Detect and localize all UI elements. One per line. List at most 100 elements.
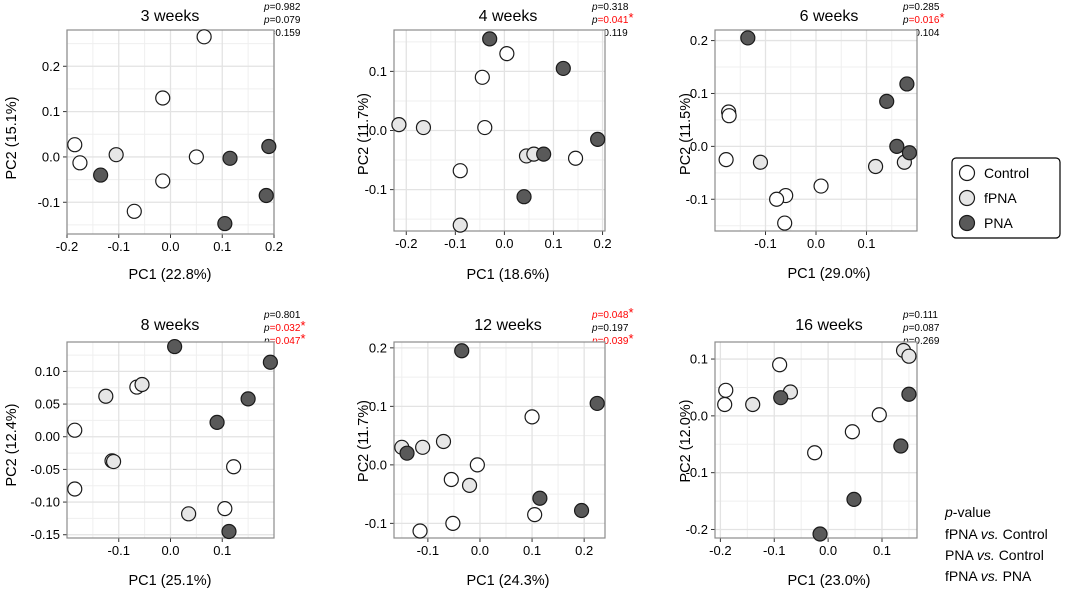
x-tick-label: 0.0	[161, 239, 179, 254]
x-axis-label: PC1 (29.0%)	[787, 266, 870, 282]
pvalue-block: p=0.048* p=0.197 p=0.039*	[591, 305, 634, 347]
panel-title: 3 weeks	[141, 8, 200, 25]
data-point-fpna	[181, 506, 197, 522]
pvalue-legend-line-2: PNA vs. Control	[945, 547, 1044, 563]
y-tick-label: 0.0	[690, 408, 708, 423]
data-point-control	[155, 90, 171, 106]
legend-marker-fpna	[958, 189, 976, 207]
data-point-control	[188, 149, 204, 165]
x-axis-label: PC1 (22.8%)	[128, 267, 211, 283]
pvalue-1: p=0.285	[902, 2, 940, 13]
data-point-control	[807, 445, 823, 461]
legend-item-fpna: fPNA	[958, 189, 1017, 207]
pvalue-2: p=0.041*	[591, 10, 634, 26]
data-point-control	[67, 422, 83, 438]
legend-label-fpna: fPNA	[984, 190, 1017, 206]
data-point-pna	[893, 438, 909, 454]
y-tick-label: -0.1	[38, 195, 60, 210]
pvalue-legend-title: p-value	[944, 504, 991, 520]
y-tick-label: -0.1	[686, 192, 708, 207]
plot-area: -0.2 -0.1 0.0 0.1 0.2 -0.1 0.0 0.1	[365, 29, 612, 251]
data-point-control	[196, 29, 212, 45]
y-tick-label: 0.0	[369, 457, 387, 472]
data-point-pna	[93, 167, 109, 183]
panel-8-weeks: 8 weeks p=0.801 p=0.032* p=0.047* -0.1 0.…	[4, 310, 306, 589]
x-tick-label: 0.1	[213, 239, 231, 254]
legend-label-control: Control	[984, 165, 1029, 181]
plot-area: -0.1 0.0 0.1 -0.15 -0.10 -0.05 0.00 0.05 0.10	[30, 338, 278, 558]
x-tick-label: 0.1	[523, 543, 541, 558]
data-point-control	[452, 163, 468, 179]
x-tick-label: 0.2	[265, 239, 283, 254]
pvalue-1: p=0.318	[591, 2, 629, 13]
pvalue-2: p=0.032*	[263, 318, 306, 334]
data-point-control	[524, 409, 540, 425]
data-point-fpna	[105, 453, 122, 470]
y-tick-label: -0.1	[365, 516, 387, 531]
y-axis-label: PC2 (12.0%)	[678, 399, 694, 482]
data-point-pna	[221, 523, 237, 540]
data-point-control	[718, 382, 734, 398]
y-axis-label: PC2 (12.4%)	[4, 403, 20, 486]
y-tick-label: -0.1	[365, 182, 387, 197]
panel-title: 8 weeks	[141, 317, 200, 334]
data-point-control	[844, 424, 860, 440]
data-point-control	[871, 407, 887, 423]
y-tick-label: 0.1	[369, 64, 387, 79]
data-point-pna	[846, 491, 862, 507]
pvalue-legend-line-1: fPNA vs. Control	[945, 526, 1048, 542]
pvalue-2: p=0.079	[263, 15, 301, 26]
x-tick-label: -0.2	[709, 543, 731, 558]
x-tick-label: 0.0	[161, 543, 179, 558]
data-point-pna	[773, 390, 789, 406]
legend-item-control: Control	[958, 164, 1029, 182]
data-point-pna	[399, 445, 415, 461]
pvalue-1: p=0.801	[263, 310, 301, 321]
x-tick-label: -0.1	[763, 543, 785, 558]
data-point-control	[769, 191, 785, 207]
data-point-pna	[482, 31, 498, 47]
panel-title: 12 weeks	[474, 317, 542, 334]
pvalue-legend: p-value fPNA vs. Control PNA vs. Control…	[944, 504, 1048, 584]
data-point-pna	[812, 526, 828, 542]
x-tick-label: 0.0	[495, 236, 513, 251]
data-point-fpna	[435, 433, 452, 450]
data-point-control	[474, 69, 490, 85]
x-tick-label: -0.1	[417, 543, 439, 558]
data-point-control	[477, 119, 493, 136]
panel-12-weeks: 12 weeks p=0.048* p=0.197 p=0.039* -0.1 0…	[356, 305, 634, 589]
plot-area: -0.2 -0.1 0.0 0.1 -0.2 -0.1 0.0 0.1	[686, 341, 918, 558]
data-point-fpna	[745, 396, 761, 413]
y-tick-label: 0.2	[42, 59, 60, 74]
plot-border	[714, 29, 918, 232]
data-point-pna	[901, 386, 917, 402]
x-tick-label: -0.1	[108, 543, 130, 558]
data-point-control	[217, 501, 233, 517]
data-point-pna	[209, 414, 225, 430]
data-point-control	[567, 150, 584, 166]
y-tick-label: -0.15	[30, 527, 60, 542]
plot-background	[715, 342, 917, 538]
x-tick-label: -0.2	[395, 236, 417, 251]
y-tick-label: -0.2	[686, 522, 708, 537]
data-point-fpna	[391, 116, 407, 133]
data-point-pna	[222, 150, 238, 166]
y-tick-label: 0.2	[369, 340, 387, 355]
legend: Control fPNA PNA	[951, 157, 1061, 239]
y-tick-label: 0.1	[690, 86, 708, 101]
y-tick-label: 0.1	[690, 352, 708, 367]
data-point-fpna	[452, 217, 468, 233]
data-point-pna	[217, 215, 233, 232]
x-tick-label: 0.1	[213, 543, 231, 558]
x-tick-label: -0.1	[444, 236, 466, 251]
y-axis-label: PC2 (11.7%)	[356, 400, 372, 482]
data-point-pna	[590, 131, 606, 147]
data-point-pna	[532, 490, 548, 506]
data-point-control	[813, 178, 829, 194]
data-point-pna	[262, 354, 278, 370]
plot-area: -0.1 0.0 0.1 0.2 -0.1 0.0 0.1 0.2	[365, 340, 606, 558]
legend-marker-control	[958, 164, 976, 182]
x-axis-label: PC1 (23.0%)	[787, 573, 870, 589]
x-axis-label: PC1 (25.1%)	[128, 573, 211, 589]
panel-title: 4 weeks	[479, 8, 538, 25]
